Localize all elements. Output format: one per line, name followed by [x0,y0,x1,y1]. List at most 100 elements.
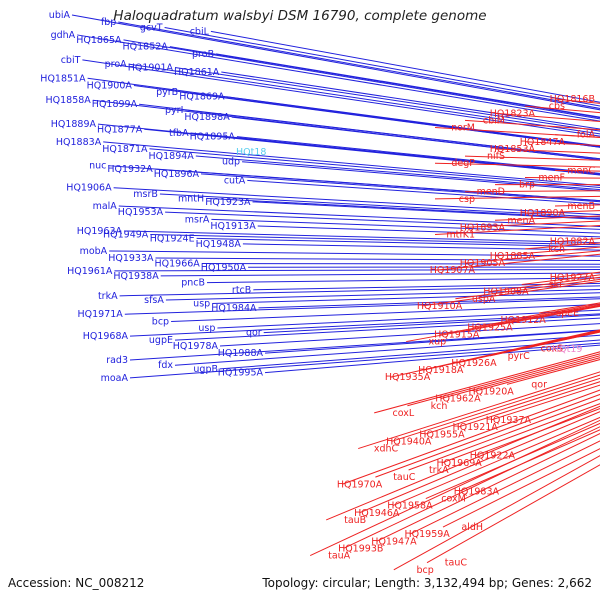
reverse-gene-label-connector [393,455,600,571]
forward-gene-label-connector [129,329,600,361]
forward-gene-label: HQ1899A [92,99,138,110]
forward-gene-label: ugpE [149,335,173,346]
forward-gene-label-connector [231,116,600,161]
reverse-gene-label: HQ1882A [550,237,596,248]
reverse-gene-label: HQ1935A [385,372,431,383]
forward-gene-label-connector [264,344,600,374]
forward-gene-label: HQ1953A [118,207,164,218]
forward-gene-label: HQ1913A [210,221,256,232]
forward-gene-label-connector [185,109,600,160]
reverse-gene-label: cbiM [483,115,505,126]
reverse-gene-label: xup [429,337,447,348]
forward-gene-label-connector [129,342,600,379]
forward-gene-label-connector [149,148,600,188]
reverse-gene-label-connector [390,329,600,378]
forward-gene-label-connector [169,46,600,119]
reverse-gene-label: mtfK1 [446,230,475,241]
forward-gene-label: pyrI [165,105,183,116]
reverse-gene-label-connector [309,419,600,557]
reverse-gene-label-connector [391,374,600,442]
map-title: Haloquadratum walsbyi DSM 16790, complet… [113,8,487,24]
forward-gene-label: HQ1894A [149,151,195,162]
reverse-gene-label: HQ1847A [520,137,566,148]
forward-gene-label-connector [248,266,600,268]
forward-gene-label: cbiT [61,55,81,66]
forward-gene-label: HQ1924E [150,233,195,244]
forward-gene-label-connector [118,205,600,228]
reverse-gene-label-connector [358,371,600,450]
reverse-gene-label-connector [494,184,600,186]
forward-gene-label: usp [198,323,215,334]
reverse-gene-label: menA [507,215,535,226]
forward-gene-label-connector [82,59,600,137]
reverse-gene-label: HQ1823A [490,108,536,119]
forward-gene-label: HQ1971A [78,309,124,320]
forward-gene-label-connector [109,250,600,257]
forward-gene-label-connector [155,257,600,262]
reverse-gene-label: HQ1853A [490,144,536,155]
reverse-gene-label: cbs [549,101,565,112]
forward-gene-label-connector [160,272,600,277]
forward-gene-label: HQ1858A [46,95,92,106]
forward-gene-label-connector [219,323,600,347]
forward-gene-label-connector [165,288,600,301]
forward-gene-label: moaA [101,373,129,384]
forward-gene-label: HQ1889A [51,119,97,130]
reverse-gene-label: HQ1910A [417,301,463,312]
forward-gene-label: HQ1877A [97,124,143,135]
forward-gene-label-connector [221,71,600,130]
reverse-gene-label-connector [458,429,600,492]
reverse-gene-label: HQ1959A [405,529,451,540]
forward-gene-label-connector [196,237,600,248]
reverse-gene-label: coxL [393,408,415,419]
reverse-gene-label-connector [374,351,600,414]
forward-gene-label-connector [174,317,600,341]
forward-gene-label: HQ1896A [154,169,200,180]
forward-gene-label: sfsA [144,295,164,306]
forward-gene-label: udp [222,157,240,168]
forward-gene-label-connector [174,334,600,366]
reverse-gene-label-connector [375,393,600,478]
forward-gene-label: HQ1861A [174,67,220,78]
reverse-gene-label: speE [556,308,579,319]
forward-gene-label-connector [236,136,600,174]
forward-gene-label-connector [258,296,600,309]
reverse-gene-label-connector [423,330,600,371]
forward-gene-label-connector [113,187,600,216]
forward-gene-label: HQ1984A [211,303,257,314]
forward-gene-label: HQ1932A [107,164,153,175]
forward-gene-label-connector [123,230,600,244]
forward-gene-label: pncB [181,278,205,289]
reverse-gene-label: coxS [541,344,563,355]
forward-gene-label-connector [206,197,600,220]
genome-summary: Topology: circular; Length: 3,132,494 bp… [262,576,592,590]
forward-gene-label-connector [124,298,600,315]
forward-gene-label-connector [71,14,600,111]
forward-gene-label: msrB [133,189,158,200]
forward-gene-label: cutA [224,175,246,186]
reverse-gene-label: degP [451,158,475,169]
forward-gene-label-connector [217,309,600,329]
forward-gene-label-connector [119,285,600,297]
forward-gene-label: HQ1963A [77,226,123,237]
forward-gene-label-connector [165,211,600,230]
reverse-gene-label: HQ1958A [387,501,433,512]
forward-gene-label: HQ1933A [108,253,154,264]
forward-gene-label: HQ1883A [56,137,102,148]
forward-gene-label-connector [200,173,600,203]
reverse-gene-label-connector [343,426,600,549]
reverse-gene-label: HQ1915A [434,329,480,340]
forward-gene-label-connector [150,234,600,246]
forward-gene-label-connector [129,313,600,337]
forward-gene-label: HQ1950A [201,262,247,273]
forward-gene-label: malA [93,201,118,212]
forward-gene-label: mobA [80,246,108,257]
reverse-gene-label: HQ1920A [469,387,515,398]
reverse-gene-label: csp [459,194,475,205]
forward-gene-label: HQ1961A [67,266,113,277]
reverse-gene-label-connector [359,411,600,514]
reverse-gene-label: aldH [461,522,483,533]
forward-gene-label-connector [264,329,600,354]
reverse-gene-label: tauB [344,515,366,526]
